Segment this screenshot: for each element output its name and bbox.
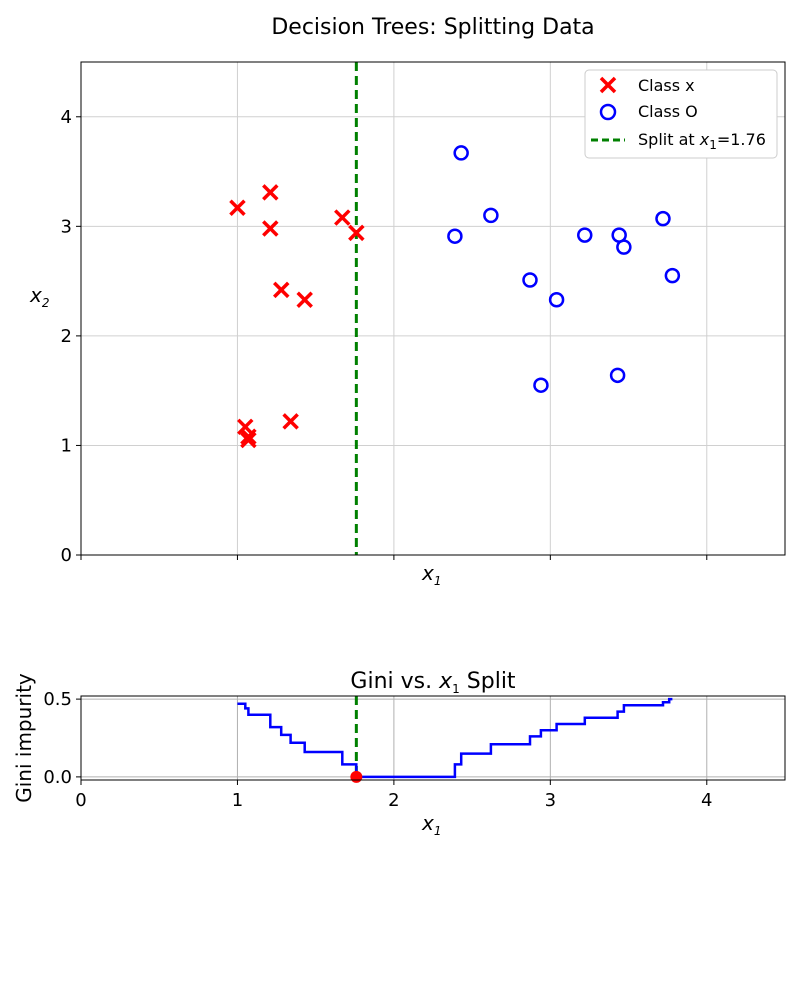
gini-y-tick-label: 0.5 <box>43 689 72 710</box>
gini-min-point <box>350 770 363 783</box>
class-o-point <box>483 207 499 224</box>
legend-label-split: Split at x1=1.76 <box>638 130 766 152</box>
class-o-point <box>609 367 626 384</box>
class-x-point <box>240 431 257 449</box>
legend-x-marker <box>599 76 617 94</box>
class-x-point <box>262 220 279 237</box>
class-o-point <box>447 228 463 244</box>
gini-y-tick-label: 0.0 <box>43 767 72 788</box>
gini-y-axis-label: Gini impurity <box>12 673 36 803</box>
class-o-point <box>522 272 538 288</box>
legend-item-class-x: Class x <box>599 76 695 95</box>
legend-item-split: Split at x1=1.76 <box>591 130 766 152</box>
class-o-point <box>616 239 632 255</box>
scatter-y-tick-label: 4 <box>61 107 72 128</box>
scatter-y-tick-label: 0 <box>61 545 72 566</box>
gini-x-tick-label: 4 <box>701 790 712 811</box>
class-x-point <box>240 428 257 445</box>
legend-item-class-o: Class O <box>599 102 698 121</box>
gini-x-axis-label: x1 <box>421 811 441 838</box>
scatter-chart-title: Decision Trees: Splitting Data <box>271 15 594 40</box>
gini-x-tick-label: 0 <box>75 790 86 811</box>
scatter-y-tick-label: 3 <box>61 216 72 237</box>
gini-plot-frame <box>80 695 786 781</box>
class-x-point <box>296 291 313 308</box>
scatter-y-tick-label: 2 <box>61 326 72 347</box>
gini-chart-title: Gini vs. x1 Split <box>350 669 516 696</box>
class-x-point <box>237 418 254 436</box>
legend-o-marker <box>599 103 617 121</box>
class-x-point <box>348 224 365 242</box>
class-o-point <box>664 267 681 284</box>
gini-x-tick-label: 1 <box>232 790 243 811</box>
class-o-point <box>533 377 549 393</box>
gini-x-tick-label: 3 <box>545 790 556 811</box>
gini-x-tick-label: 2 <box>388 790 399 811</box>
gini-impurity-line <box>237 697 673 779</box>
class-x-point <box>334 209 351 226</box>
scatter-points <box>229 145 681 449</box>
class-x-point <box>262 184 279 201</box>
legend-label-class-x: Class x <box>638 76 695 95</box>
scatter-plot-frame <box>80 61 786 556</box>
class-o-point <box>655 210 671 227</box>
scatter-legend: Class x Class O Split at x1=1.76 <box>584 69 778 159</box>
class-o-point <box>577 227 593 243</box>
gini-chart: Gini vs. x1 Split 0 1 2 3 4 0.0 0.5 x1 Gini im… <box>12 669 786 838</box>
class-x-point <box>273 281 290 299</box>
scatter-x-axis-label: x1 <box>421 561 441 588</box>
scatter-y-tick-label: 1 <box>61 435 72 456</box>
scatter-axis-ticks: 0 1 2 3 4 <box>61 107 708 566</box>
legend-box <box>584 69 778 159</box>
class-o-point <box>453 145 469 161</box>
class-x-point <box>282 413 299 430</box>
legend-label-class-o: Class O <box>638 102 698 121</box>
gini-axis-ticks: 0 1 2 3 4 0.0 0.5 <box>43 689 712 811</box>
scatter-y-axis-label: x2 <box>29 283 49 310</box>
class-x-point <box>229 199 246 216</box>
class-o-point <box>548 291 565 308</box>
